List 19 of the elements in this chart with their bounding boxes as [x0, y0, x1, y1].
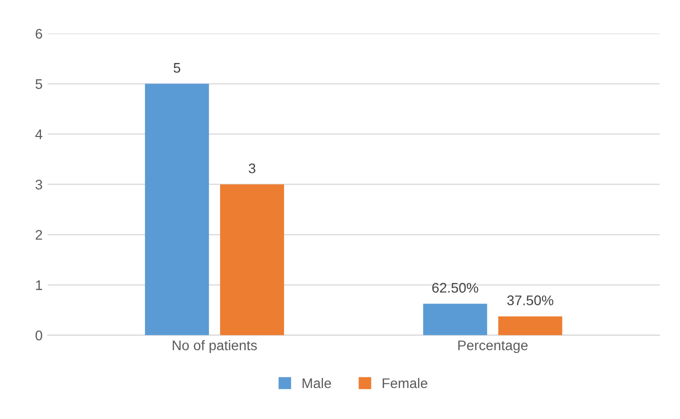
bar: [144, 84, 209, 336]
y-tick-label: 6: [36, 28, 42, 39]
y-tick-label: 5: [36, 79, 42, 89]
legend-label: Female: [382, 378, 428, 388]
data-label: 62.50%: [432, 282, 478, 293]
bar: [498, 316, 562, 336]
data-label: 37.50%: [507, 295, 554, 306]
y-tick-label: 0: [36, 330, 42, 340]
y-tick-label: 1: [36, 280, 42, 290]
y-tick-label: 2: [36, 230, 42, 240]
legend-label: Male: [302, 378, 331, 388]
bar: [220, 184, 284, 336]
bar: [423, 304, 488, 336]
data-label: 5: [174, 63, 180, 73]
x-tick-label: Percentage: [458, 340, 528, 354]
x-tick-label: No of patients: [172, 340, 257, 354]
data-label: 3: [248, 163, 256, 174]
y-tick-label: 3: [36, 180, 42, 190]
y-tick-label: 4: [35, 130, 42, 140]
